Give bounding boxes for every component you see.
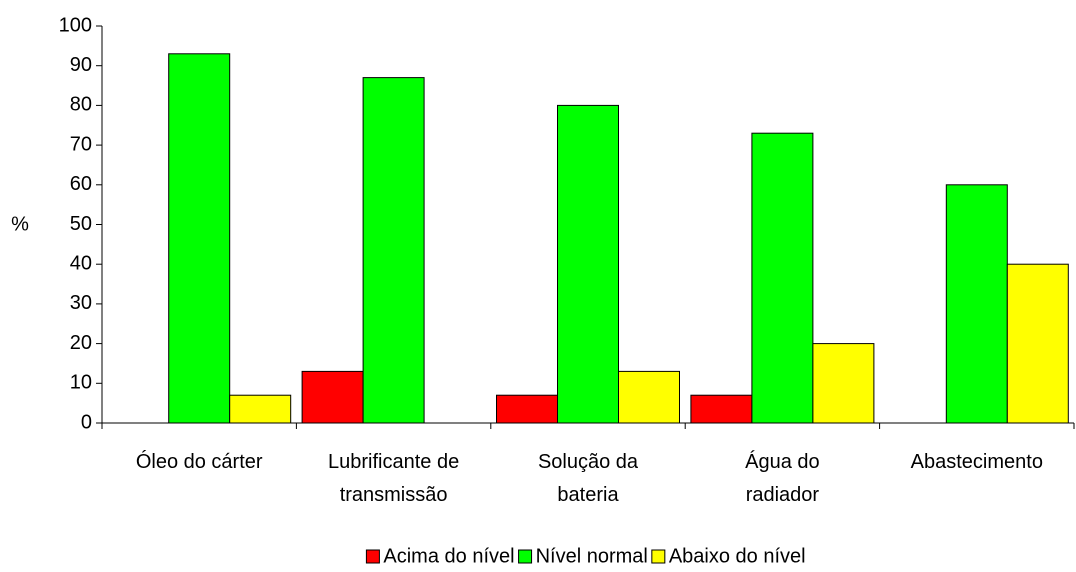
bar bbox=[362, 77, 425, 424]
y-tick-label: 20 bbox=[70, 332, 92, 354]
y-tick-label: 10 bbox=[70, 372, 92, 394]
x-tick-label: Lubrificante de transmissão bbox=[328, 451, 459, 506]
y-tick-label: 60 bbox=[70, 173, 92, 195]
legend-label: Acima do nível bbox=[383, 545, 514, 567]
legend-swatch bbox=[365, 549, 380, 564]
y-tick-label: 80 bbox=[70, 94, 92, 116]
legend: Acima do nível Nível normal Abaixo do níve… bbox=[365, 545, 806, 567]
bar bbox=[751, 132, 814, 424]
legend-swatch bbox=[518, 549, 533, 564]
bar bbox=[690, 394, 753, 424]
x-tick-label: Óleo do cárter bbox=[136, 450, 263, 473]
x-tick-label: Solução da bateria bbox=[538, 451, 639, 506]
y-tick-label: 40 bbox=[70, 252, 92, 274]
bar bbox=[229, 394, 292, 424]
x-tick-label: Abastecimento bbox=[911, 451, 1043, 473]
x-tick-label: Água do radiador bbox=[745, 450, 820, 506]
bar bbox=[945, 184, 1008, 424]
bar bbox=[496, 394, 558, 424]
bar bbox=[557, 104, 619, 424]
bar bbox=[301, 370, 364, 424]
legend-swatch bbox=[651, 549, 666, 564]
y-tick-label: 100 bbox=[59, 14, 92, 36]
y-tick-label: 0 bbox=[81, 411, 92, 433]
bar bbox=[1006, 263, 1069, 424]
y-axis-label: % bbox=[11, 213, 29, 235]
y-tick-label: 70 bbox=[70, 133, 92, 155]
legend-label: Abaixo do nível bbox=[669, 545, 806, 567]
bar bbox=[168, 53, 231, 424]
y-tick-label: 90 bbox=[70, 54, 92, 76]
bar bbox=[618, 370, 680, 424]
y-tick-label: 50 bbox=[70, 213, 92, 235]
y-tick-label: 30 bbox=[70, 292, 92, 314]
legend-label: Nível normal bbox=[536, 545, 648, 567]
bar bbox=[812, 343, 875, 424]
